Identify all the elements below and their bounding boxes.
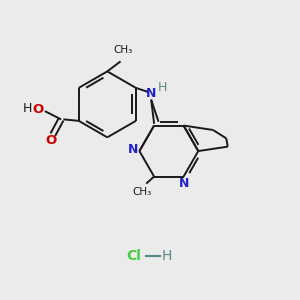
Text: H: H	[23, 102, 32, 115]
Text: H: H	[158, 81, 167, 94]
Text: O: O	[33, 103, 44, 116]
Text: N: N	[178, 176, 189, 190]
Text: N: N	[146, 87, 156, 100]
Text: H: H	[162, 249, 172, 263]
Text: O: O	[46, 134, 57, 147]
Text: Cl: Cl	[126, 249, 141, 263]
Text: CH₃: CH₃	[113, 46, 133, 56]
Text: CH₃: CH₃	[133, 187, 152, 197]
Text: N: N	[128, 143, 138, 156]
